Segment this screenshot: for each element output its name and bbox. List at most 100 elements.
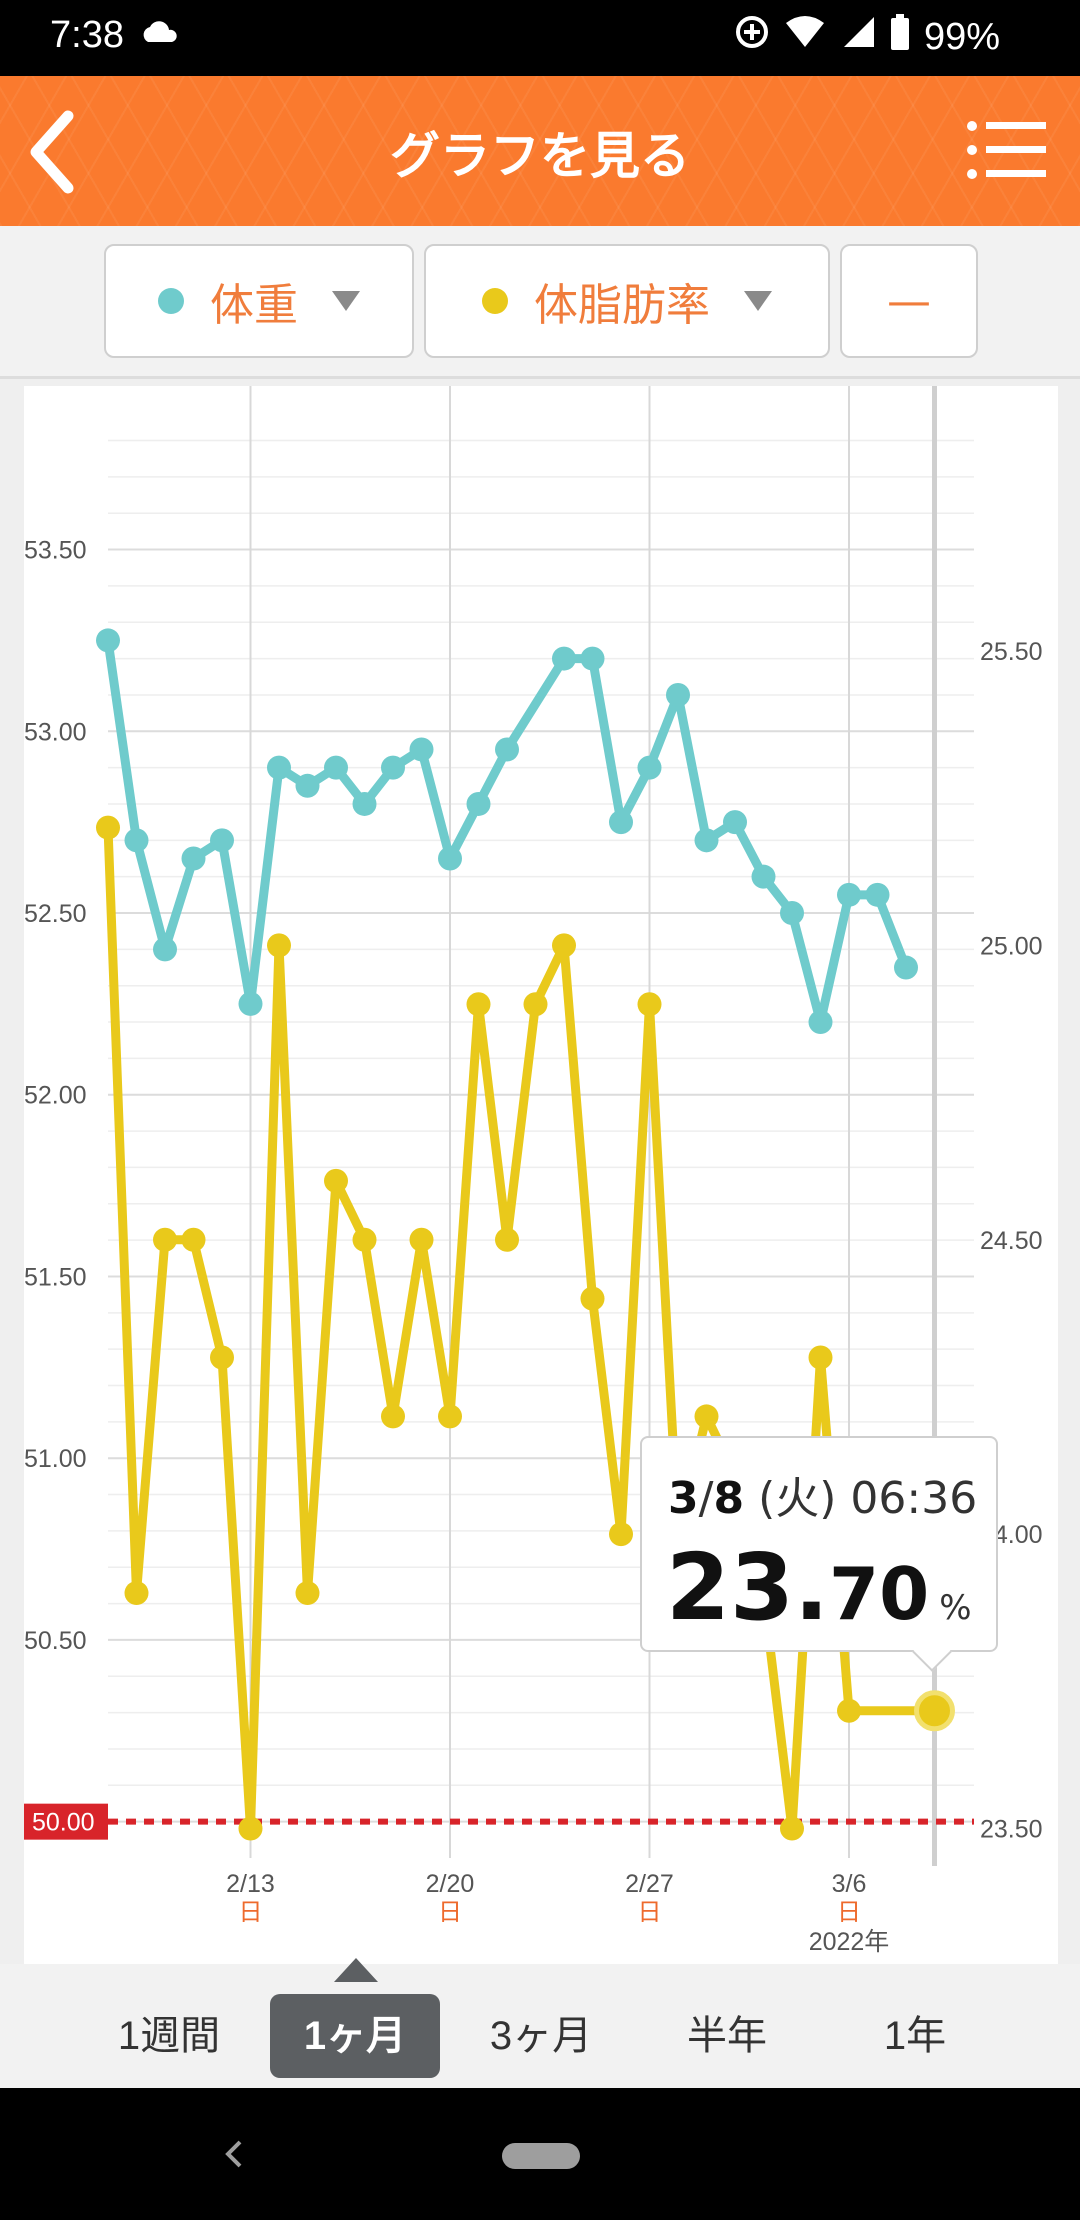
data-point-1: [352, 1227, 377, 1252]
data-point-1: [609, 1522, 633, 1547]
series-line-0: [103, 635, 911, 1027]
data-point-0: [666, 682, 690, 707]
system-nav-bar: [0, 2088, 1080, 2220]
data-point-1: [153, 1227, 177, 1252]
data-point-0: [780, 901, 804, 926]
tab-half-year[interactable]: 半年: [687, 2014, 767, 2058]
body-fat-color-dot: [482, 288, 508, 314]
page-title: グラフを見る: [390, 127, 690, 185]
data-point-0: [552, 646, 576, 671]
data-point-0: [267, 755, 291, 780]
data-point-0: [409, 737, 434, 762]
data-point-1: [381, 1404, 405, 1429]
nav-home-pill[interactable]: [502, 2143, 580, 2169]
left-axis-tick-label: 51.00: [24, 1445, 87, 1473]
tab-1-month[interactable]: 1ヶ月: [270, 1994, 440, 2078]
data-point-0: [495, 737, 519, 762]
x-day-label: 日: [638, 1899, 662, 1926]
primary-series-selector[interactable]: 体重: [104, 244, 414, 358]
x-tick-label: 2/13: [226, 1870, 275, 1898]
data-point-0: [438, 846, 462, 871]
data-point-1: [238, 1816, 263, 1841]
right-axis-tick-label: 23.50: [980, 1816, 1043, 1844]
year-label: 2022年: [809, 1928, 890, 1956]
status-bar: 7:38 99%: [0, 0, 1080, 76]
primary-series-label: 体重: [210, 280, 298, 331]
data-point-1: [267, 933, 291, 958]
data-point-0: [124, 828, 149, 853]
menu-button[interactable]: [966, 118, 1048, 182]
data-point-1: [495, 1227, 519, 1252]
series-selector-bar: 体重 体脂肪率 —: [0, 226, 1080, 379]
weight-color-dot: [158, 288, 184, 314]
x-tick-label: 2/27: [625, 1870, 674, 1898]
nav-back-icon[interactable]: [222, 2138, 246, 2174]
dropdown-arrow-icon: [332, 291, 360, 311]
right-axis-tick-label: 25.00: [980, 932, 1043, 960]
back-button[interactable]: [18, 104, 108, 198]
secondary-series-label: 体脂肪率: [534, 280, 710, 331]
cloud-icon: [140, 20, 180, 48]
data-point-0: [324, 755, 348, 780]
dropdown-arrow-icon: [744, 291, 772, 311]
value-tooltip: 3/8 (火) 06:36 23.70%: [640, 1436, 998, 1652]
data-point-1: [324, 1168, 348, 1193]
tab-1-year[interactable]: 1年: [883, 2014, 947, 2058]
data-point-0: [153, 937, 177, 962]
secondary-series-selector[interactable]: 体脂肪率: [424, 244, 830, 358]
left-axis-tick-label: 50.50: [24, 1627, 87, 1655]
tab-1-week[interactable]: 1週間: [117, 2014, 221, 2058]
battery-icon: [890, 14, 910, 60]
target-label-bg: [24, 1803, 108, 1840]
x-day-label: 日: [837, 1899, 861, 1926]
left-axis-tick-label: 53.50: [24, 537, 87, 565]
data-point-0: [894, 955, 918, 980]
data-point-1: [438, 1404, 462, 1429]
data-point-1: [295, 1581, 320, 1606]
signal-icon: [840, 15, 876, 59]
data-point-0: [295, 773, 320, 798]
chart-panel[interactable]: 53.50 53.00 52.50 52.00 51.50 51.00 50.50 25.50…: [24, 386, 1058, 1964]
status-time: 7:38: [50, 14, 124, 56]
data-point-1: [96, 815, 120, 840]
x-day-label: 日: [438, 1899, 462, 1926]
right-axis-tick-label: 24.50: [980, 1227, 1043, 1255]
x-tick-label: 2/20: [426, 1870, 475, 1898]
tooltip-date: 3/8 (火) 06:36: [668, 1473, 978, 1524]
active-tab-pointer: [334, 1958, 378, 1982]
data-point-1: [694, 1404, 719, 1429]
data-point-0: [865, 882, 890, 907]
data-point-1: [124, 1581, 149, 1606]
wifi-icon: [784, 15, 826, 59]
data-point-1: [552, 933, 576, 958]
data-point-0: [694, 828, 719, 853]
left-axis-tick-label: 51.50: [24, 1263, 87, 1291]
third-series-label: —: [887, 275, 931, 327]
data-point-0: [751, 864, 776, 889]
data-point-0: [181, 846, 206, 871]
data-point-0: [580, 646, 605, 671]
data-point-0: [637, 755, 662, 780]
status-icons: 99%: [734, 14, 1000, 60]
target-line-label: 50.00: [32, 1809, 95, 1837]
left-axis-tick-label: 53.00: [24, 718, 87, 746]
data-point-0: [352, 791, 377, 816]
line-chart[interactable]: 53.50 53.00 52.50 52.00 51.50 51.00 50.50 25.50…: [24, 386, 1058, 1964]
data-point-1: [181, 1227, 206, 1252]
data-point-0: [723, 810, 747, 835]
data-point-0: [238, 991, 263, 1016]
app-header: グラフを見る: [0, 76, 1080, 226]
highlight-marker: [914, 1690, 955, 1732]
x-tick-label: 3/6: [832, 1870, 867, 1898]
right-axis-tick-label: 25.50: [980, 638, 1043, 666]
x-day-label: 日: [239, 1899, 263, 1926]
data-point-0: [381, 755, 405, 780]
data-point-1: [580, 1286, 605, 1311]
data-point-0: [808, 1010, 833, 1035]
data-point-1: [466, 992, 491, 1017]
third-series-selector[interactable]: —: [840, 244, 978, 358]
data-point-0: [96, 628, 120, 653]
tooltip-value: 23.70%: [666, 1534, 972, 1641]
range-tab-bar: 1週間 1ヶ月 3ヶ月 半年 1年: [0, 1964, 1080, 2088]
tab-3-months[interactable]: 3ヶ月: [489, 2014, 593, 2058]
